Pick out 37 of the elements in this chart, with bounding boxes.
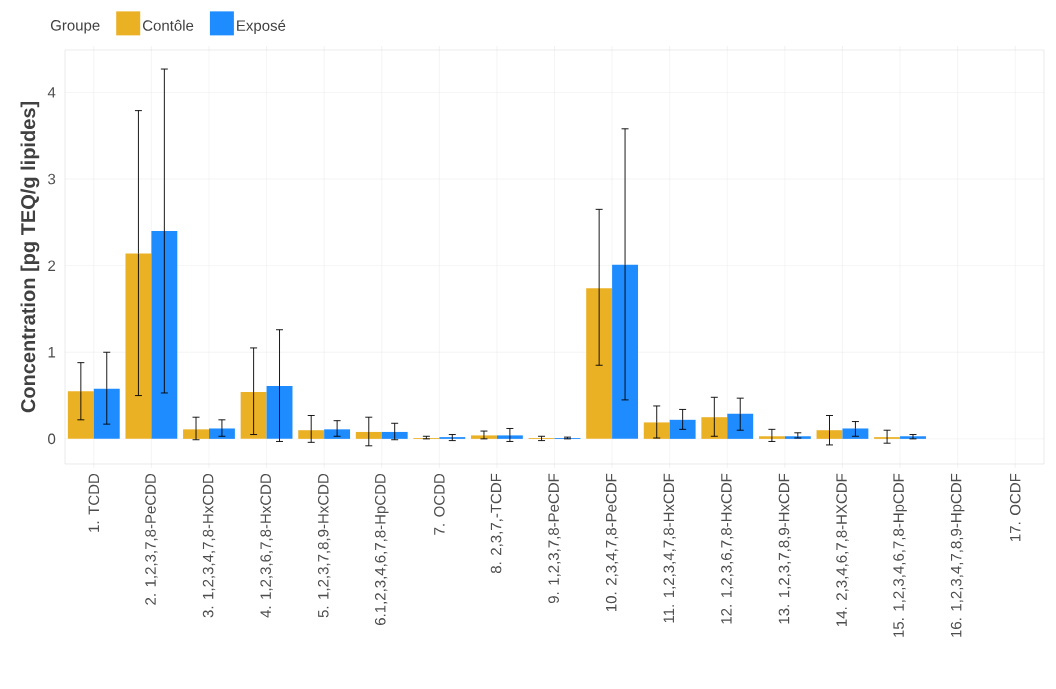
y-tick-label: 4 — [47, 87, 56, 98]
y-tick-label: 1 — [48, 347, 56, 358]
y-tick-label: 2 — [48, 260, 56, 271]
y-tick-label: 0 — [48, 433, 56, 445]
x-tick-label: 12. 1,2,3,6,7,8-HxCDF — [721, 473, 734, 624]
x-tick-label: 13. 1,2,3,7,8,9-HxCDF — [778, 473, 792, 624]
bar — [355, 431, 382, 439]
y-tick-label: 3 — [48, 173, 56, 185]
bar — [208, 428, 235, 439]
x-tick-label: 6.1,2,3,4,6,7,8-HpCDD — [374, 473, 389, 625]
x-tick-label: 14. 2,3,4,6,7,8-HXCDF — [836, 473, 849, 626]
bar — [816, 430, 843, 439]
x-tick-label: 4. 1,2,3,6,7,8-HxCDD — [260, 473, 273, 618]
x-tick-label: 3. 1,2,3,4,7,8-HxCDD — [202, 473, 216, 618]
x-tick-label: 8. 2,3,7,-TCDF — [490, 473, 504, 574]
bar — [381, 431, 408, 439]
bar — [758, 436, 785, 439]
x-tick-label: 7. OCDD — [434, 473, 445, 535]
x-tick-label: 17. OCDF — [1009, 473, 1021, 541]
bar — [842, 428, 869, 439]
legend-label: Exposé — [237, 19, 286, 34]
legend-label: Contôle — [142, 19, 194, 31]
x-tick-label: 1. TCDD — [88, 473, 100, 532]
bar — [298, 430, 325, 439]
x-tick-label: 16. 1,2,3,4,7,8,9-HpCDF — [950, 473, 965, 637]
x-tick-label: 11. 1,2,3,4,7,8-HxCDF — [663, 473, 676, 623]
x-tick-label: 10. 2,3,4,7,8-PeCDF — [605, 473, 619, 611]
x-tick-label: 5. 1,2,3,7,8,9-HxCDD — [317, 473, 331, 618]
x-tick-label: 15. 1,2,3,4,6,7,8-HpCDF — [893, 473, 907, 637]
y-axis-title: Concentration [pg TEQ/g lipides] — [20, 101, 40, 413]
bar — [183, 429, 209, 439]
bar — [496, 435, 523, 439]
x-tick-label: 2. 1,2,3,7,8-PeCDD — [145, 473, 158, 605]
bar — [669, 419, 696, 439]
legend-title: Groupe — [50, 20, 100, 34]
x-tick-label: 9. 1,2,3,7,8-PeCDF — [548, 473, 561, 604]
bar — [324, 429, 351, 439]
